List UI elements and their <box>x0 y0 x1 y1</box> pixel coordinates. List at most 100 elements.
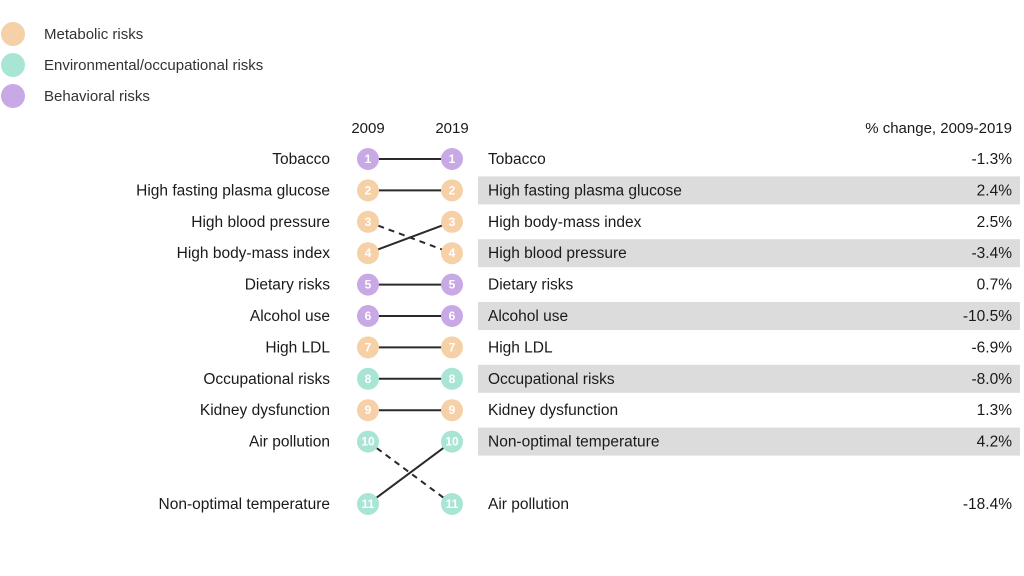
row-band-rank-6 <box>478 302 1020 330</box>
percent-change-value: 2.4% <box>977 182 1013 199</box>
rank-marker-2009 <box>357 430 379 453</box>
risk-label-2009: Occupational risks <box>203 371 330 388</box>
rank-number-2009: 5 <box>365 278 372 292</box>
risk-label-2019: High LDL <box>488 339 553 356</box>
percent-change-value: 2.5% <box>977 214 1013 231</box>
rank-marker-2009 <box>357 305 379 327</box>
rank-marker-2009 <box>357 336 379 359</box>
risk-label-2019: Non-optimal temperature <box>488 434 659 451</box>
percent-change-value: -10.5% <box>963 308 1012 325</box>
rank-marker-2019 <box>441 336 463 359</box>
risk-label-2009: High fasting plasma glucose <box>136 182 330 199</box>
risk-label-2019: High blood pressure <box>488 245 627 262</box>
percent-change-value: -18.4% <box>963 496 1012 513</box>
rank-number-2019: 1 <box>449 152 456 166</box>
risk-label-2009: High LDL <box>265 339 330 356</box>
rank-number-2009: 10 <box>361 435 375 449</box>
risk-label-2019: Alcohol use <box>488 308 568 325</box>
rank-marker-2009 <box>357 493 379 515</box>
risk-label-2019: Occupational risks <box>488 371 615 388</box>
rank-marker-2009 <box>357 179 379 202</box>
rank-number-2019: 5 <box>449 278 456 292</box>
rank-marker-2019 <box>441 148 463 170</box>
legend: Metabolic risks Environmental/occupationa… <box>1 22 263 108</box>
rank-number-2019: 3 <box>449 215 456 229</box>
risk-label-2019: High body-mass index <box>488 214 642 231</box>
rank-number-2009: 4 <box>365 246 372 260</box>
rank-number-2019: 2 <box>449 183 456 197</box>
row-band-rank-2 <box>478 176 1020 205</box>
rank-marker-2019 <box>441 273 463 296</box>
rank-number-2019: 10 <box>445 435 459 449</box>
risk-label-2009: Tobacco <box>272 151 330 168</box>
year-2009-header: 2009 <box>351 120 384 137</box>
rank-number-2009: 3 <box>365 215 372 229</box>
rank-marker-2009 <box>357 210 379 233</box>
risk-label-2009: Kidney dysfunction <box>200 402 330 419</box>
percent-change-value: 4.2% <box>977 434 1013 451</box>
rank-number-2009: 2 <box>365 183 372 197</box>
rank-number-2019: 8 <box>449 372 456 386</box>
risk-label-2019: Dietary risks <box>488 277 574 294</box>
percent-change-value: -3.4% <box>972 245 1013 262</box>
row-labels: Tobacco Tobacco -1.3% High fasting plasma g… <box>136 151 1012 513</box>
rank-marker-2009 <box>357 367 379 390</box>
row-band-rank-10 <box>478 427 1020 456</box>
row-band-rank-4 <box>478 239 1020 268</box>
rank-marker-2019 <box>441 399 463 422</box>
legend-label-environmental: Environmental/occupational risks <box>44 57 263 74</box>
rank-number-2019: 11 <box>446 497 459 511</box>
risk-label-2019: High fasting plasma glucose <box>488 182 682 199</box>
rank-number-2019: 6 <box>449 309 456 323</box>
row-band-rank-8 <box>478 364 1020 393</box>
rank-number-2009: 11 <box>362 497 375 511</box>
rank-marker-2019 <box>441 179 463 202</box>
legend-swatch-metabolic <box>1 22 25 46</box>
risk-label-2009: Air pollution <box>249 434 330 451</box>
percent-change-value: -8.0% <box>972 371 1013 388</box>
percent-change-value: -1.3% <box>972 151 1013 168</box>
percent-change-value: 1.3% <box>977 402 1013 419</box>
rank-marker-2019 <box>441 367 463 390</box>
percent-change-value: 0.7% <box>977 277 1013 294</box>
risk-label-2009: High blood pressure <box>191 214 330 231</box>
connector-line <box>367 440 453 505</box>
connector-line <box>367 220 453 255</box>
rank-marker-2019 <box>441 493 463 515</box>
rank-marker-2019 <box>441 242 463 265</box>
rank-marker-2009 <box>357 273 379 296</box>
rank-number-2009: 7 <box>365 340 372 354</box>
rank-marker-2019 <box>441 305 463 327</box>
rank-number-2019: 9 <box>449 403 456 417</box>
rank-number-2019: 7 <box>449 340 456 354</box>
row-bands <box>478 176 1020 456</box>
year-2019-header: 2019 <box>435 120 468 137</box>
legend-swatch-behavioral <box>1 84 25 108</box>
rank-marker-2009 <box>357 148 379 170</box>
risk-label-2019: Tobacco <box>488 151 546 168</box>
percent-change-value: -6.9% <box>972 339 1013 356</box>
risk-label-2009: Alcohol use <box>250 308 330 325</box>
column-headers: 2009 2019 % change, 2009-2019 <box>351 120 1012 137</box>
rank-marker-2019 <box>441 210 463 233</box>
rank-number-2009: 8 <box>365 372 372 386</box>
rank-number-2009: 6 <box>365 309 372 323</box>
rank-number-2019: 4 <box>449 246 456 260</box>
risk-label-2009: Non-optimal temperature <box>159 496 330 513</box>
rank-marker-2019 <box>441 430 463 453</box>
percent-change-header: % change, 2009-2019 <box>865 120 1012 137</box>
rank-number-2009: 1 <box>365 152 372 166</box>
risk-label-2009: Dietary risks <box>245 277 331 294</box>
risk-label-2019: Air pollution <box>488 496 569 513</box>
risk-label-2019: Kidney dysfunction <box>488 402 618 419</box>
rank-connectors <box>367 158 453 505</box>
rank-marker-2009 <box>357 399 379 422</box>
rank-number-2009: 9 <box>365 403 372 417</box>
legend-swatch-environmental <box>1 53 25 77</box>
legend-label-metabolic: Metabolic risks <box>44 26 143 43</box>
legend-label-behavioral: Behavioral risks <box>44 88 150 105</box>
risk-label-2009: High body-mass index <box>177 245 331 262</box>
rank-marker-2009 <box>357 242 379 265</box>
